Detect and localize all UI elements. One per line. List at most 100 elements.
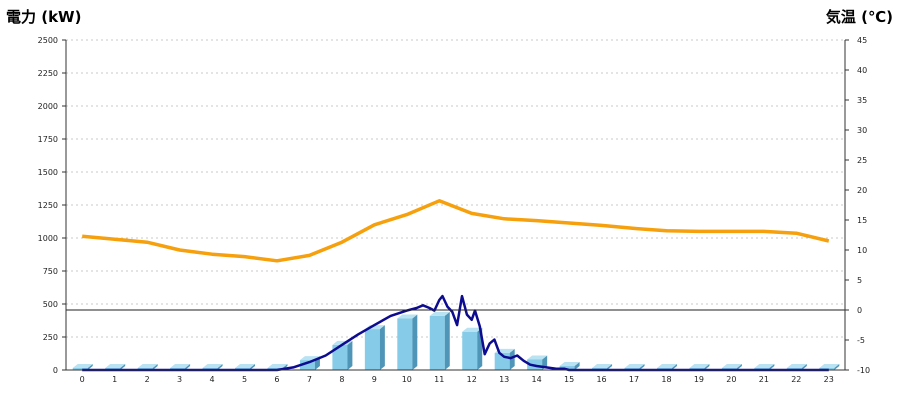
power-bar-side <box>185 364 191 370</box>
power-bar-top <box>429 311 450 316</box>
right-tick-label: 30 <box>857 126 867 135</box>
right-tick-label: 25 <box>857 156 867 165</box>
power-bar-side <box>834 364 840 370</box>
grid-lines <box>66 39 845 338</box>
power-bar-top <box>559 362 580 367</box>
power-bar-side <box>217 364 223 370</box>
left-tick-label: 500 <box>43 300 58 309</box>
power-bar-side <box>704 364 710 370</box>
x-tick-label: 18 <box>661 375 671 384</box>
left-tick-label: 750 <box>43 267 58 276</box>
x-tick-label: 1 <box>112 375 117 384</box>
power-bar-top <box>397 314 418 319</box>
power-bar-top <box>170 364 191 369</box>
power-bar-side <box>639 364 645 370</box>
power-bar-top <box>656 364 677 369</box>
x-tick-label: 8 <box>339 375 344 384</box>
power-bar-top <box>624 364 645 369</box>
left-tick-label: 2500 <box>38 36 58 45</box>
power-bar-top <box>235 364 256 369</box>
left-tick-label: 2000 <box>38 102 58 111</box>
right-tick-label: 0 <box>857 306 862 315</box>
x-tick-label: 2 <box>145 375 150 384</box>
power-bar-face <box>364 329 380 370</box>
power-bar-side <box>412 314 418 370</box>
x-tick-label: 19 <box>694 375 704 384</box>
power-bar-top <box>527 355 548 360</box>
x-tick-label: 6 <box>274 375 279 384</box>
right-tick-label: -10 <box>857 366 870 375</box>
power-line <box>82 294 829 372</box>
power-bar <box>559 362 580 370</box>
power-bar-top <box>592 364 613 369</box>
right-tick-label: 5 <box>857 276 862 285</box>
power-bar-face <box>332 344 348 370</box>
power-bar-face <box>299 360 315 370</box>
right-tick-label: 35 <box>857 96 867 105</box>
power-bar-face <box>559 366 575 370</box>
power-bar-face <box>72 368 88 370</box>
right-tick-label: 45 <box>857 36 867 45</box>
temperature-series <box>82 199 830 263</box>
power-bar-top <box>721 364 742 369</box>
x-tick-label: 9 <box>372 375 377 384</box>
x-tick-label: 22 <box>791 375 801 384</box>
x-tick-label: 10 <box>402 375 412 384</box>
power-bar-top <box>105 364 126 369</box>
power-bar-top <box>267 364 288 369</box>
x-tick-label: 21 <box>759 375 769 384</box>
power-bar-top <box>819 364 840 369</box>
x-tick-label: 20 <box>726 375 736 384</box>
x-tick-label: 3 <box>177 375 182 384</box>
left-tick-label: 250 <box>43 333 58 342</box>
power-bar-top <box>137 364 158 369</box>
right-axis-title: 気温 (℃) <box>826 8 893 26</box>
x-tick-label: 5 <box>242 375 247 384</box>
power-bar-side <box>250 364 256 370</box>
x-tick-label: 0 <box>80 375 85 384</box>
power-bar-top <box>754 364 775 369</box>
power-bar-side <box>736 364 742 370</box>
power-bar-top <box>72 364 93 369</box>
right-tick-label: 10 <box>857 246 867 255</box>
power-bar-top <box>689 364 710 369</box>
power-bar-face <box>397 318 413 370</box>
power-bar-side <box>120 364 126 370</box>
left-axis-title: 電力 (kW) <box>6 8 81 26</box>
left-tick-label: 0 <box>53 366 58 375</box>
power-bar-side <box>769 364 775 370</box>
x-tick-label: 23 <box>824 375 834 384</box>
x-tick-label: 12 <box>467 375 477 384</box>
x-tick-label: 7 <box>307 375 312 384</box>
power-bar <box>72 364 93 370</box>
power-bar <box>364 325 385 370</box>
x-tick-label: 15 <box>564 375 574 384</box>
x-tick-label: 16 <box>596 375 606 384</box>
left-tick-label: 1250 <box>38 201 58 210</box>
x-tick-label: 4 <box>210 375 215 384</box>
power-bar-top <box>462 327 483 332</box>
power-bar-side <box>574 362 580 370</box>
power-bar-side <box>607 364 613 370</box>
x-tick-label: 11 <box>434 375 444 384</box>
power-bar-side <box>671 364 677 370</box>
power-bar-side <box>379 325 385 370</box>
x-tick-label: 13 <box>499 375 509 384</box>
right-tick-label: 15 <box>857 216 867 225</box>
left-tick-label: 1500 <box>38 168 58 177</box>
left-tick-label: 1750 <box>38 135 58 144</box>
temperature-line <box>82 199 830 263</box>
power-bar-side <box>801 364 807 370</box>
power-line-series <box>82 294 829 372</box>
x-tick-label: 14 <box>532 375 542 384</box>
x-tick-label: 17 <box>629 375 639 384</box>
power-bar-top <box>786 364 807 369</box>
right-tick-label: -5 <box>857 336 865 345</box>
left-tick-label: 2250 <box>38 69 58 78</box>
power-bar <box>462 327 483 370</box>
power-bar-side <box>509 348 515 370</box>
power-bar-side <box>347 340 353 370</box>
axes <box>62 39 849 371</box>
power-bar-face <box>462 331 478 370</box>
